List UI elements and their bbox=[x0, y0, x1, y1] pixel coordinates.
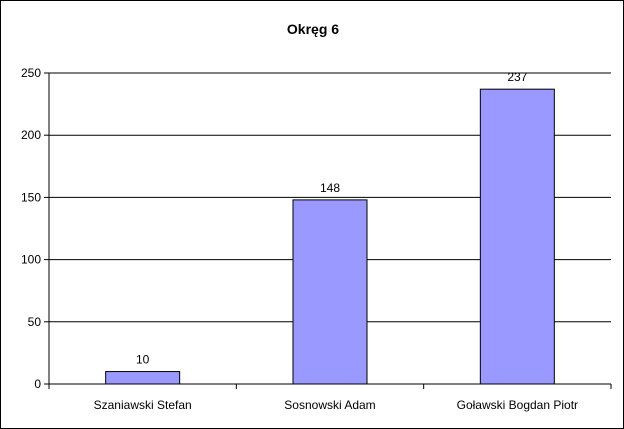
y-tick-label: 100 bbox=[21, 253, 41, 267]
bar bbox=[479, 88, 555, 385]
y-tick-label: 0 bbox=[34, 377, 41, 391]
category-label: Sosnowski Adam bbox=[284, 398, 375, 412]
y-tick-label: 250 bbox=[21, 66, 41, 80]
y-tick-label: 50 bbox=[28, 315, 42, 329]
bars bbox=[105, 88, 555, 385]
bar bbox=[292, 199, 368, 385]
data-label: 237 bbox=[507, 70, 527, 84]
category-label: Szaniawski Stefan bbox=[94, 398, 192, 412]
labels: 0 50 100 150 200 250 10 Szaniawski Stefan 148 Sos… bbox=[21, 66, 578, 412]
data-label: 10 bbox=[136, 353, 150, 367]
chart-title: Okręg 6 bbox=[287, 21, 339, 37]
y-tick-label: 150 bbox=[21, 190, 41, 204]
bar bbox=[105, 371, 181, 385]
data-label: 148 bbox=[320, 181, 340, 195]
category-label: Goławski Bogdan Piotr bbox=[457, 398, 578, 412]
y-tick-label: 200 bbox=[21, 128, 41, 142]
